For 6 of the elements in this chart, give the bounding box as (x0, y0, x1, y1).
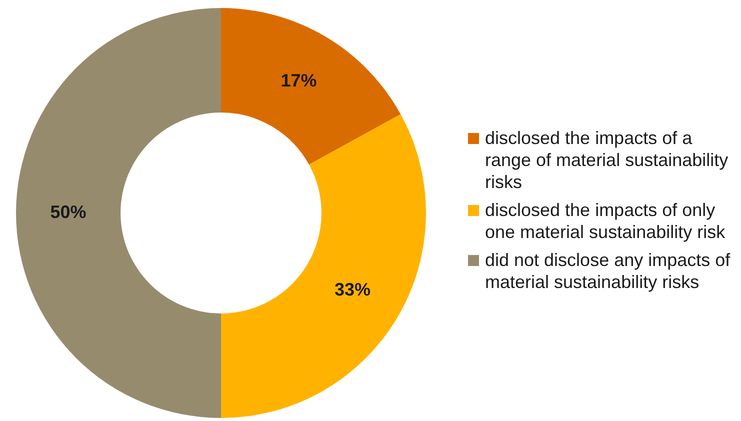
data-label: 17% (280, 70, 317, 91)
data-label: 33% (334, 280, 370, 300)
legend-label: disclosed the impacts of a range of material sustainability risks (485, 127, 730, 193)
legend-label: disclosed the impacts of only one material sustainability risk (485, 199, 726, 243)
legend-label: did not disclose any impacts of material sustainability risks (485, 249, 732, 293)
data-label: 50% (50, 202, 86, 222)
